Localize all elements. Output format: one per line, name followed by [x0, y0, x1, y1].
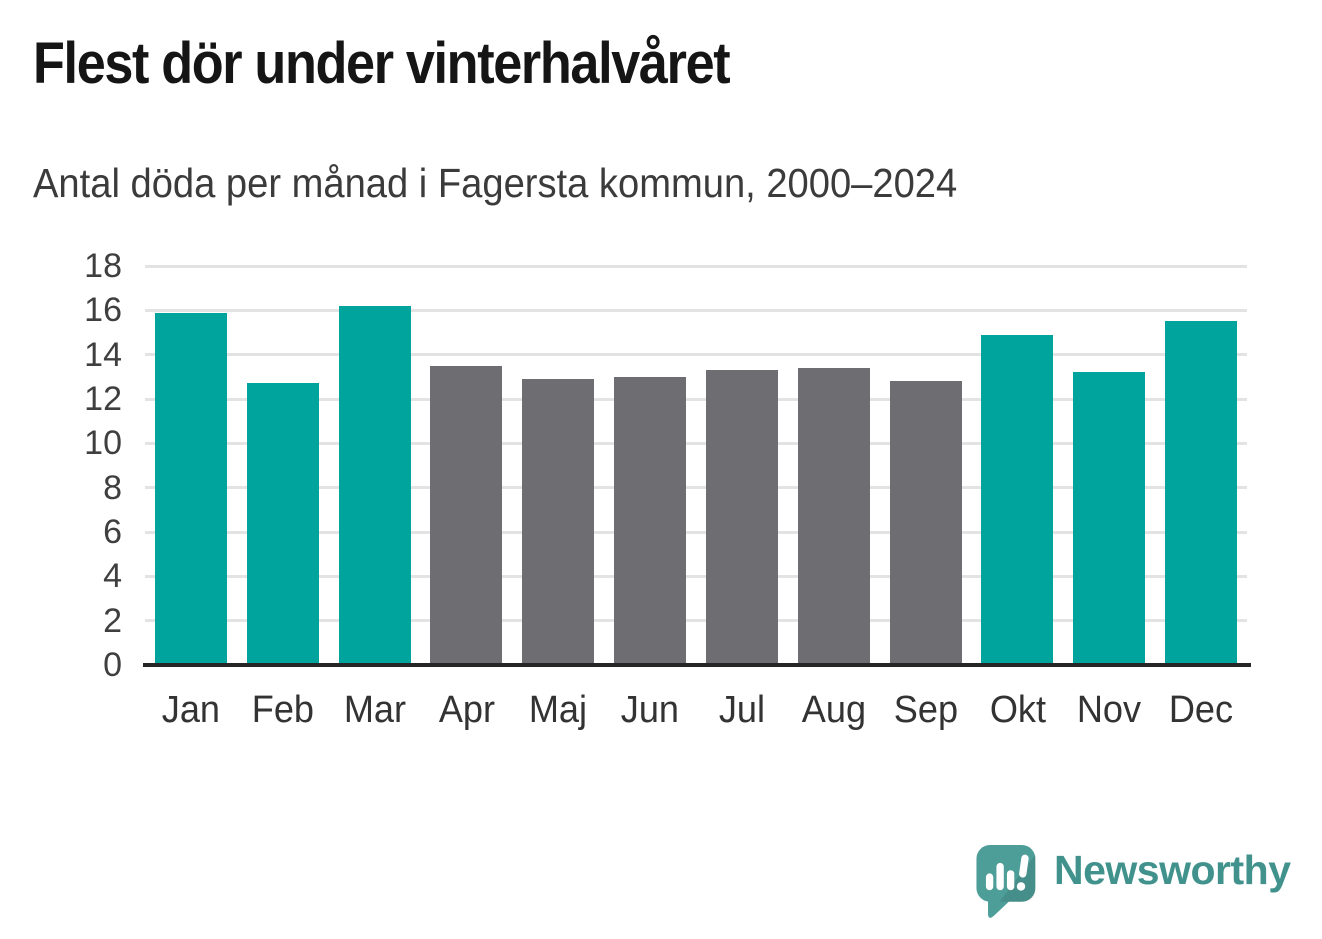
bar-jan: [154, 312, 227, 665]
x-tick-label: Sep: [893, 689, 958, 731]
bar-chart-plot: 0 2 4 6 8 10 12 14 16 18 Jan Feb Mar Apr Maj Jun Jul Aug…: [84, 247, 1251, 731]
gridline: [145, 486, 1247, 490]
bar-jul: [705, 370, 778, 665]
y-tick-label: 0: [103, 646, 122, 684]
gridline: [145, 308, 1247, 312]
x-tick-label: Aug: [801, 689, 866, 731]
bar-apr: [430, 365, 503, 665]
y-tick-label: 14: [84, 335, 122, 374]
bar-maj: [522, 379, 595, 665]
y-tick-label: 16: [84, 291, 122, 330]
gridline: [145, 530, 1247, 534]
y-tick-label: 18: [84, 247, 122, 285]
y-tick-label: 6: [103, 513, 122, 551]
x-tick-label: Apr: [438, 689, 495, 731]
x-tick-label: Dec: [1168, 689, 1234, 731]
chart-title: Flest dör under vinterhalvåret: [33, 31, 731, 96]
gridline: [145, 619, 1247, 623]
y-tick-label: 4: [103, 557, 122, 596]
x-tick-label: Jan: [161, 689, 221, 731]
bar-aug: [797, 367, 870, 665]
x-tick-label: Nov: [1077, 689, 1142, 731]
bar-sep: [889, 381, 962, 665]
x-tick-label: Okt: [989, 689, 1046, 731]
gridline: [145, 441, 1247, 445]
x-tick-label: Mar: [343, 689, 406, 731]
gridline: [145, 264, 1247, 268]
gridline: [145, 353, 1247, 357]
y-tick-label: 2: [103, 601, 122, 640]
bar-nov: [1073, 372, 1146, 665]
x-tick-label: Jul: [718, 689, 765, 731]
y-tick-label: 12: [84, 380, 122, 418]
x-tick-label: Jun: [620, 689, 680, 731]
y-tick-label: 8: [103, 468, 122, 507]
bar-dec: [1165, 321, 1238, 665]
gridline: [145, 397, 1247, 401]
gridline: [145, 574, 1247, 578]
branding-footer: Newsworthy: [976, 845, 1291, 927]
x-tick-label: Maj: [529, 689, 588, 731]
x-tick-label: Feb: [251, 689, 314, 731]
y-tick-label: 10: [84, 424, 122, 463]
bar-okt: [981, 334, 1054, 665]
bar-jun: [614, 376, 687, 665]
bar-feb: [246, 383, 319, 665]
bar-mar: [338, 305, 411, 665]
chart-subtitle: Antal döda per månad i Fagersta kommun, …: [33, 160, 958, 206]
newsworthy-logo-icon: [976, 845, 1036, 918]
brand-name: Newsworthy: [1054, 847, 1291, 893]
x-axis-line: [143, 663, 1251, 667]
